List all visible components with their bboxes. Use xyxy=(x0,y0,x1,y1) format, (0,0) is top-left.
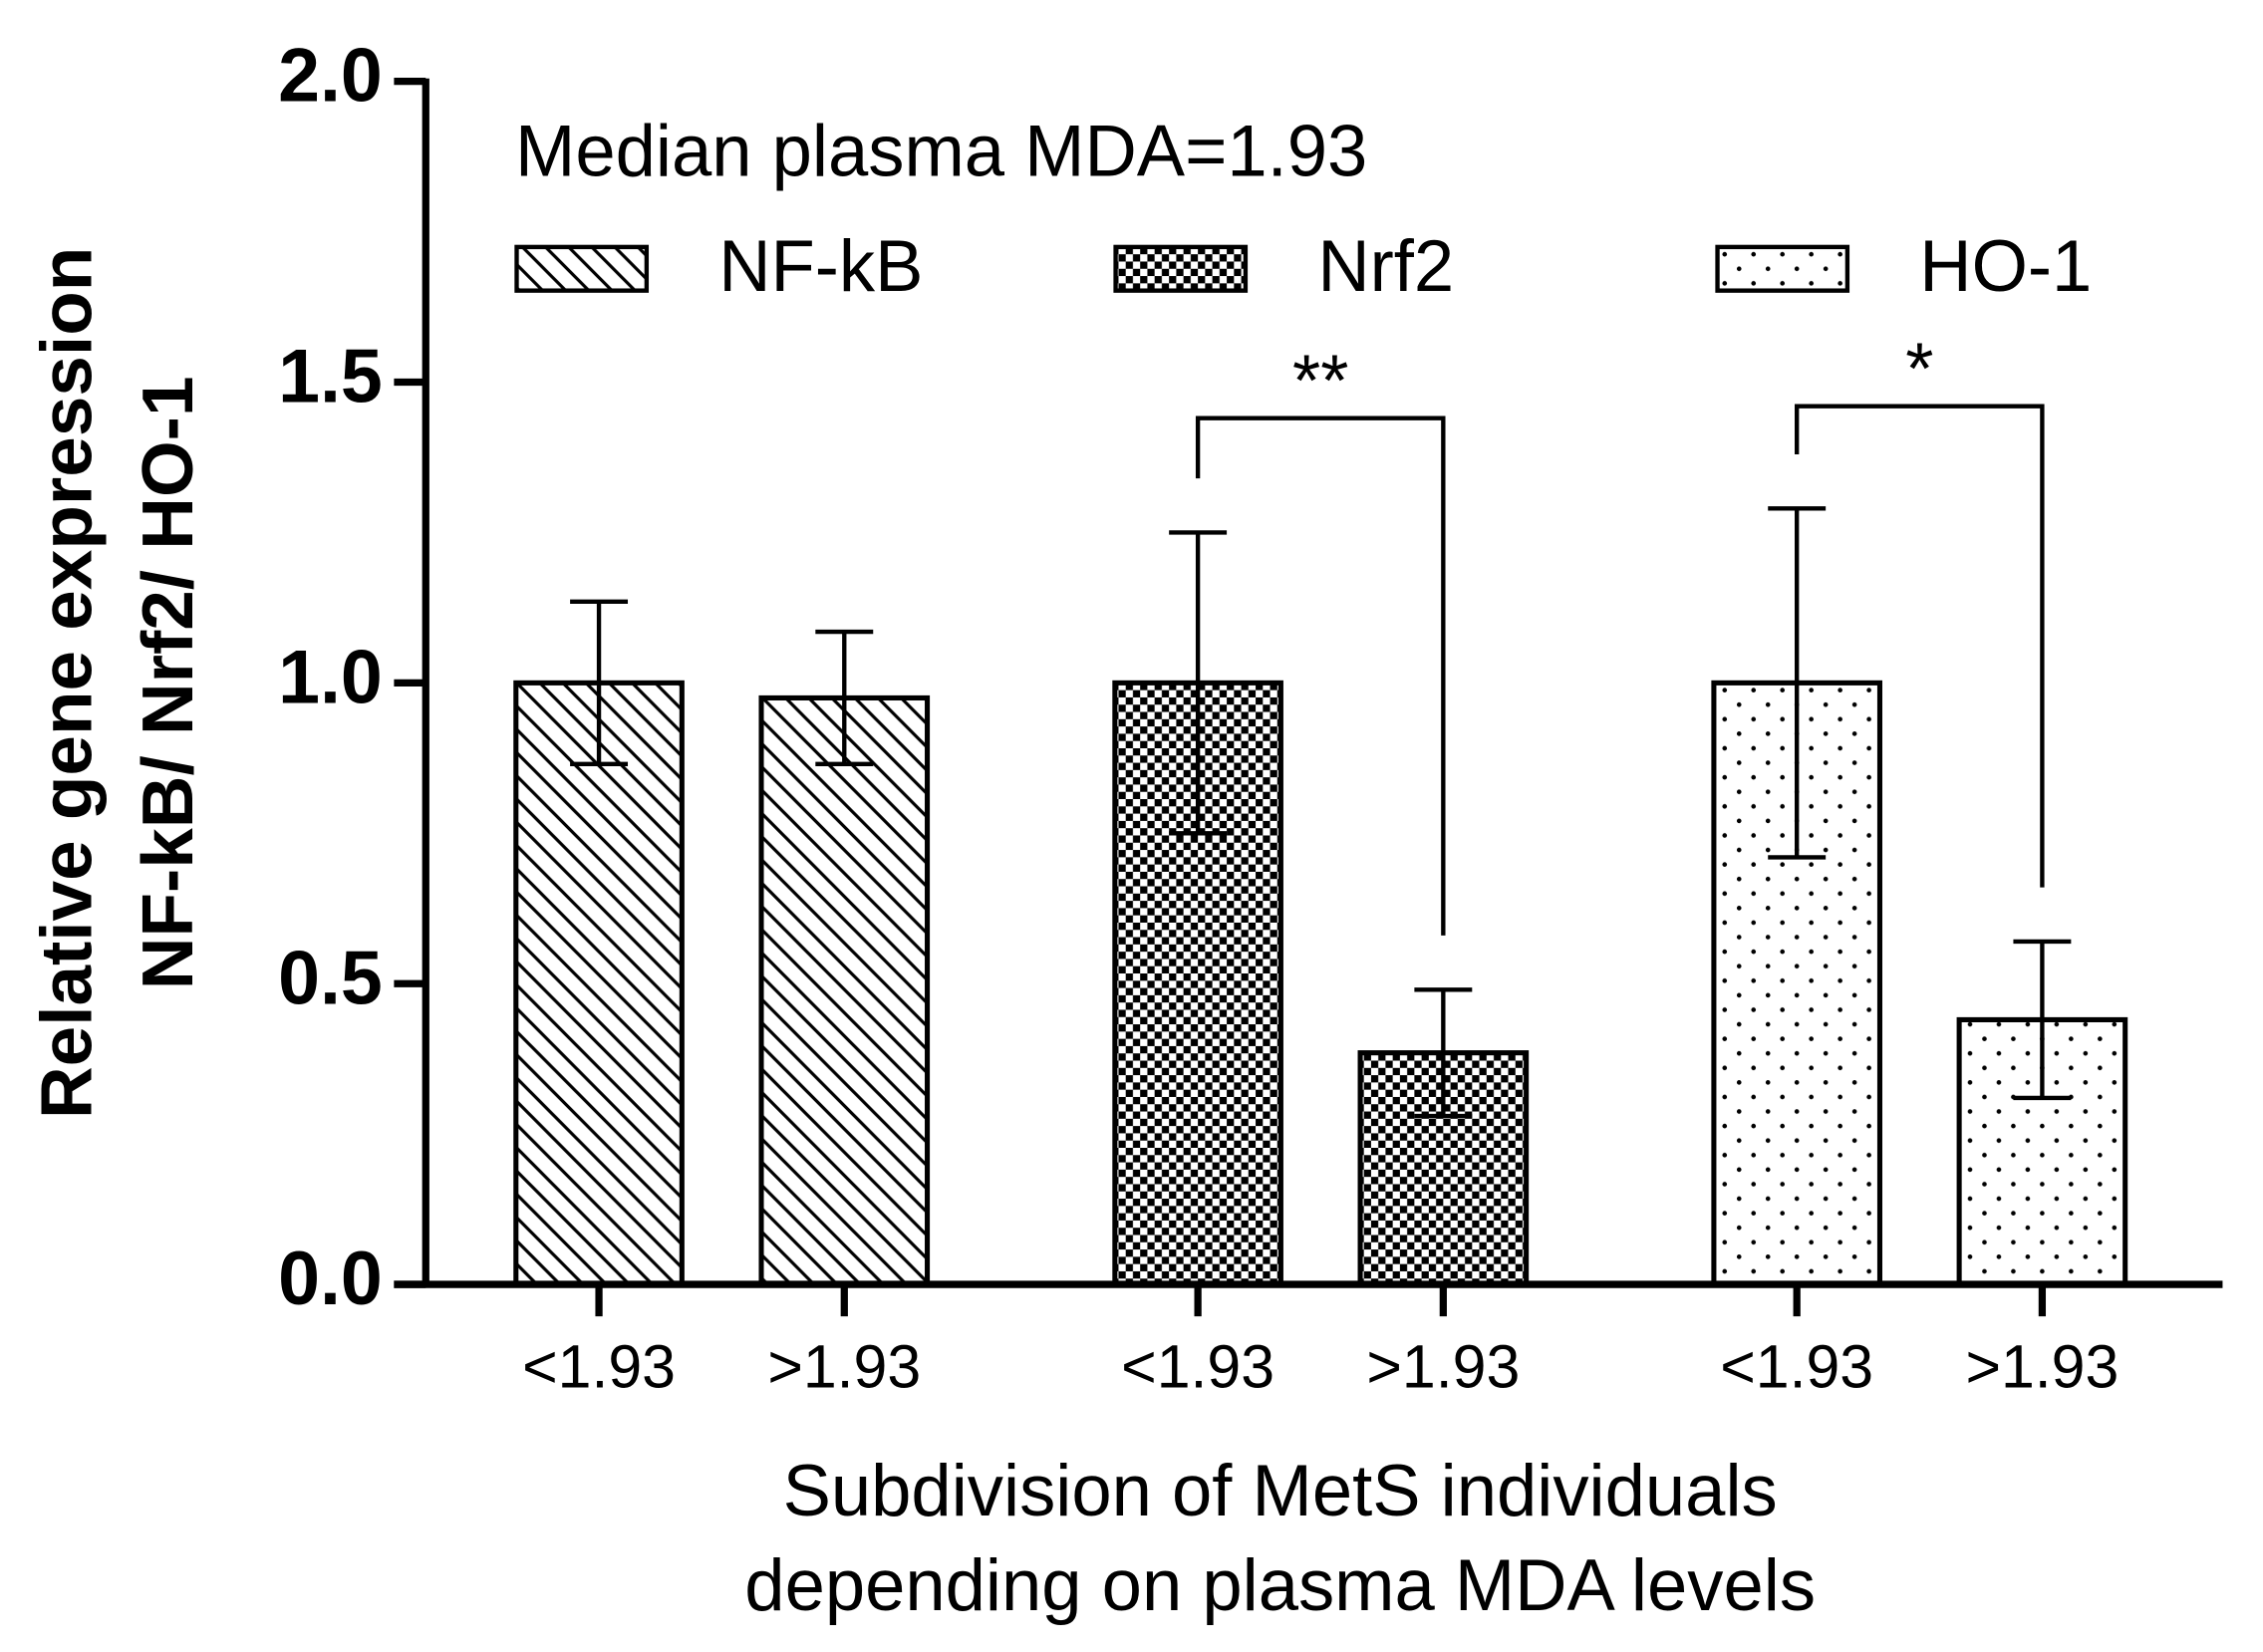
y-axis-label: Relative gene expression xyxy=(27,247,108,1119)
x-tick-label: >1.93 xyxy=(767,1333,921,1401)
error-bar xyxy=(1169,530,1228,836)
legend-title: Median plasma MDA=1.93 xyxy=(515,112,1367,192)
y-tick-label: 2.0 xyxy=(278,34,383,118)
legend-swatch xyxy=(1715,244,1850,293)
legend-label: Nrf2 xyxy=(1317,226,1454,307)
x-tick-label: <1.93 xyxy=(522,1333,676,1401)
legend-swatch xyxy=(514,244,650,293)
error-bar xyxy=(1768,506,1827,860)
bar xyxy=(513,680,685,1287)
y-axis-label: NF-kB/ Nrf2/ HO-1 xyxy=(128,377,208,990)
error-bar xyxy=(815,629,874,767)
legend-label: NF-kB xyxy=(718,226,923,307)
significance-label: ** xyxy=(1292,341,1348,421)
significance-label: * xyxy=(1905,329,1933,410)
error-bar xyxy=(2013,939,2072,1101)
legend-label: HO-1 xyxy=(1919,226,2092,307)
y-tick-label: 1.0 xyxy=(278,636,383,719)
y-tick-label: 0.0 xyxy=(278,1238,383,1321)
x-tick-label: <1.93 xyxy=(1121,1333,1274,1401)
bar xyxy=(758,694,931,1287)
x-tick-label: >1.93 xyxy=(1366,1333,1520,1401)
x-axis-label: Subdivision of MetS individuals xyxy=(783,1451,1778,1531)
x-tick-label: >1.93 xyxy=(1965,1333,2119,1401)
y-tick-label: 0.5 xyxy=(278,937,383,1020)
legend-swatch xyxy=(1113,244,1249,293)
error-bar xyxy=(1414,987,1473,1119)
significance-bracket xyxy=(1795,404,2045,888)
significance-bracket xyxy=(1195,415,1446,936)
error-bar xyxy=(570,599,629,767)
y-tick-label: 1.5 xyxy=(278,335,383,418)
x-axis-label: depending on plasma MDA levels xyxy=(744,1545,1816,1626)
x-tick-label: <1.93 xyxy=(1720,1333,1873,1401)
